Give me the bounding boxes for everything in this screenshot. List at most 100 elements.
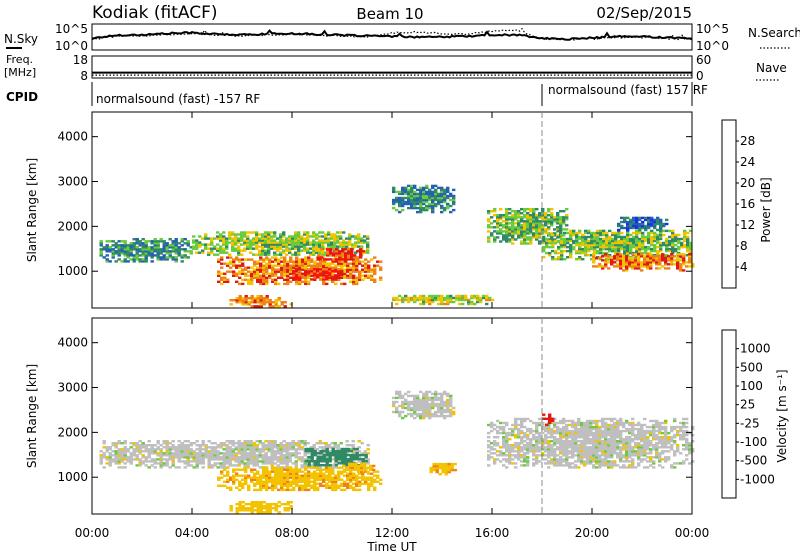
velocity-echo-cell	[428, 416, 432, 420]
velocity-echo-cell	[449, 404, 453, 408]
power-echo-cell	[332, 252, 336, 255]
velocity-echo-cell	[544, 440, 548, 443]
velocity-echo-cell	[255, 462, 259, 465]
power-echo-cell	[277, 276, 281, 279]
power-echo-cell	[301, 274, 305, 277]
power-echo-cell	[643, 255, 647, 258]
power-echo-cell	[282, 249, 286, 252]
velocity-echo-cell	[432, 464, 436, 468]
velocity-echo-cell	[126, 448, 130, 451]
power-echo-cell	[358, 278, 362, 281]
power-echo-cell	[440, 296, 444, 300]
power-echo-cell	[440, 300, 444, 304]
power-echo-cell	[584, 229, 588, 233]
power-echo-cell	[312, 235, 316, 238]
velocity-echo-cell	[102, 442, 106, 445]
velocity-echo-cell	[307, 462, 311, 465]
power-echo-cell	[575, 231, 579, 235]
power-echo-cell	[310, 264, 314, 267]
power-echo-cell	[328, 266, 332, 269]
velocity-echo-cell	[559, 440, 563, 443]
velocity-echo-cell	[526, 458, 530, 461]
power-echo-cell	[295, 270, 299, 273]
velocity-echo-cell	[117, 462, 121, 465]
power-echo-cell	[171, 248, 175, 251]
power-echo-cell	[490, 222, 494, 225]
power-echo-cell	[422, 294, 426, 298]
power-echo-cell	[350, 252, 354, 255]
velocity-echo-cell	[319, 468, 323, 471]
power-echo-cell	[629, 218, 633, 222]
power-echo-cell	[440, 298, 444, 302]
velocity-echo-cell	[490, 421, 494, 425]
velocity-echo-cell	[318, 442, 322, 445]
velocity-echo-cell	[174, 450, 178, 453]
power-echo-cell	[295, 264, 299, 267]
velocity-echo-cell	[343, 488, 347, 492]
velocity-echo-cell	[505, 440, 509, 443]
velocity-echo-cell	[277, 470, 281, 473]
power-echo-cell	[352, 270, 356, 273]
power-echo-cell	[201, 237, 205, 240]
power-echo-cell	[544, 220, 548, 223]
power-echo-cell	[292, 272, 296, 275]
power-echo-cell	[244, 268, 248, 271]
velocity-echo-cell	[535, 450, 539, 453]
power-echo-cell	[147, 250, 151, 253]
power-echo-cell	[584, 231, 588, 235]
power-echo-cell	[301, 268, 305, 271]
velocity-echo-cell	[437, 410, 441, 414]
velocity-echo-cell	[325, 449, 329, 453]
velocity-echo-cell	[258, 454, 262, 457]
velocity-echo-cell	[313, 486, 317, 489]
velocity-echo-cell	[126, 450, 130, 453]
power-echo-cell	[307, 274, 311, 277]
power-echo-cell	[599, 243, 603, 247]
velocity-echo-cell	[532, 464, 536, 467]
power-echo-cell	[336, 241, 340, 244]
power-echo-cell	[437, 200, 441, 204]
velocity-echo-cell	[562, 458, 566, 461]
power-echo-cell	[601, 265, 605, 268]
velocity-echo-cell	[352, 453, 356, 457]
velocity-echo-cell	[256, 488, 260, 492]
velocity-echo-cell	[255, 464, 259, 467]
power-echo-cell	[392, 198, 396, 202]
velocity-echo-cell	[342, 464, 346, 468]
velocity-echo-cell	[508, 427, 512, 431]
power-echo-cell	[111, 256, 115, 259]
power-echo-cell	[431, 210, 435, 214]
velocity-echo-cell	[241, 482, 245, 485]
power-echo-cell	[419, 198, 423, 202]
velocity-echo-cell	[286, 470, 290, 473]
velocity-echo-cell	[195, 460, 199, 463]
power-echo-cell	[422, 296, 426, 300]
power-echo-cell	[325, 266, 329, 269]
velocity-echo-cell	[135, 450, 139, 453]
velocity-echo-cell	[291, 454, 295, 457]
power-echo-cell	[295, 276, 299, 279]
velocity-echo-cell	[444, 470, 448, 474]
power-echo-cell	[671, 231, 675, 235]
velocity-echo-cell	[535, 423, 539, 427]
power-echo-cell	[626, 247, 630, 251]
power-echo-cell	[309, 235, 313, 238]
velocity-echo-cell	[517, 429, 521, 433]
power-echo-cell	[268, 301, 272, 304]
velocity-echo-cell	[360, 452, 364, 455]
velocity-echo-cell	[256, 480, 260, 483]
power-echo-cell	[637, 259, 641, 262]
nave-right-tick-bottom: 0	[696, 69, 704, 83]
power-echo-cell	[532, 210, 536, 213]
power-echo-cell	[656, 235, 660, 239]
power-echo-cell	[617, 231, 621, 235]
velocity-echo-cell	[337, 457, 341, 461]
velocity-echo-cell	[357, 464, 361, 468]
velocity-echo-cell	[288, 452, 292, 455]
velocity-echo-cell	[162, 464, 166, 467]
power-echo-cell	[117, 244, 121, 247]
power-echo-cell	[150, 240, 154, 243]
power-echo-cell	[265, 268, 269, 271]
power-echo-cell	[559, 230, 563, 233]
power-echo-cell	[117, 252, 121, 255]
